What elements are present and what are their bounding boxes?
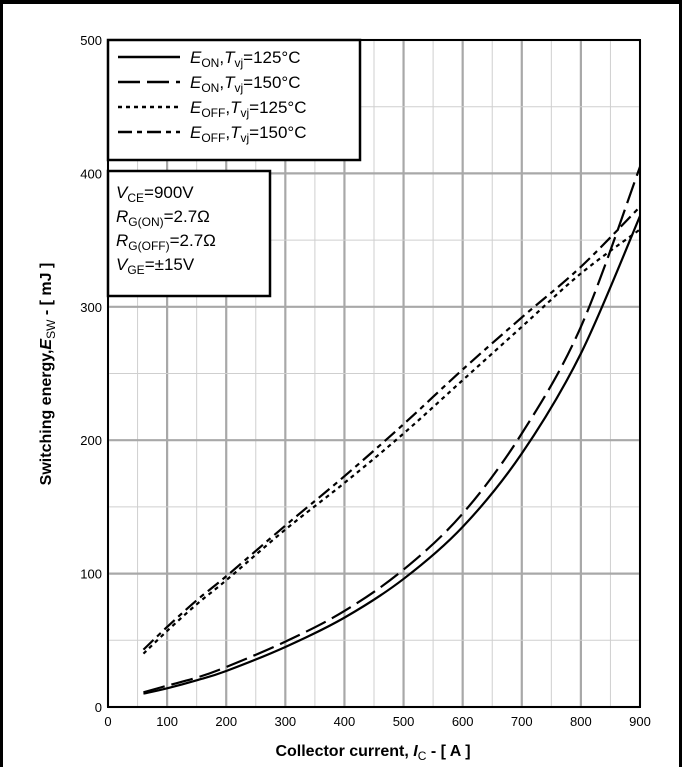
y-tick-label: 200 [80, 433, 102, 448]
condition-4: VGE=±15V [116, 255, 195, 277]
y-tick-label: 500 [80, 33, 102, 48]
x-tick-label: 300 [274, 714, 296, 729]
legend: EON,Tvj=125°C EON,Tvj=150°C EOFF,Tvj=125°C… [106, 38, 362, 162]
series-line-4 [142, 205, 641, 651]
x-tick-labels: 0 100 200 300 400 500 600 700 800 900 [104, 714, 650, 729]
y-axis-title: Switching energy,ESW - [ mJ ] [38, 263, 58, 486]
plot-border [107, 39, 641, 708]
x-tick-label: 100 [156, 714, 178, 729]
conditions-frame [106, 169, 272, 298]
y-axis-title-prefix: Switching energy, [38, 350, 55, 486]
y-tick-labels: 0 100 200 300 400 500 [80, 33, 102, 715]
y-tick-label: 0 [95, 700, 102, 715]
condition-3: RG(OFF)=2.7Ω [116, 231, 216, 253]
x-axis-title-symbol: I [413, 743, 418, 760]
x-tick-label: 400 [334, 714, 356, 729]
y-axis-title-subscript: SW [44, 319, 58, 339]
x-tick-label: 200 [215, 714, 237, 729]
y-tick-label: 400 [80, 166, 102, 181]
y-axis-title-suffix: - [ mJ ] [38, 263, 55, 320]
series-line-3 [142, 228, 641, 655]
legend-label-4: EOFF,Tvj=150°C [190, 123, 307, 145]
x-axis-title-prefix: Collector current, [275, 743, 413, 760]
x-tick-label: 700 [511, 714, 533, 729]
x-tick-label: 800 [570, 714, 592, 729]
x-axis-title: Collector current, IC - [ A ] [275, 743, 470, 763]
legend-label-1: EON,Tvj=125°C [190, 48, 301, 70]
series-lines [142, 166, 642, 695]
legend-label-3: EOFF,Tvj=125°C [190, 98, 307, 120]
y-tick-label: 100 [80, 567, 102, 582]
x-tick-label: 900 [629, 714, 651, 729]
y-tick-label: 300 [80, 300, 102, 315]
condition-1: VCE=900V [116, 183, 194, 205]
y-axis-title-symbol: E [38, 338, 55, 350]
series-line-2 [143, 166, 642, 694]
legend-label-2: EON,Tvj=150°C [190, 73, 301, 95]
x-axis-title-suffix: - [ A ] [426, 743, 470, 760]
condition-2: RG(ON)=2.7Ω [116, 207, 210, 229]
x-tick-label: 0 [104, 714, 111, 729]
legend-box [106, 38, 362, 162]
x-axis-title-subscript: C [418, 749, 427, 763]
series-line-1 [143, 215, 642, 695]
x-tick-label: 600 [452, 714, 474, 729]
x-tick-label: 500 [393, 714, 415, 729]
